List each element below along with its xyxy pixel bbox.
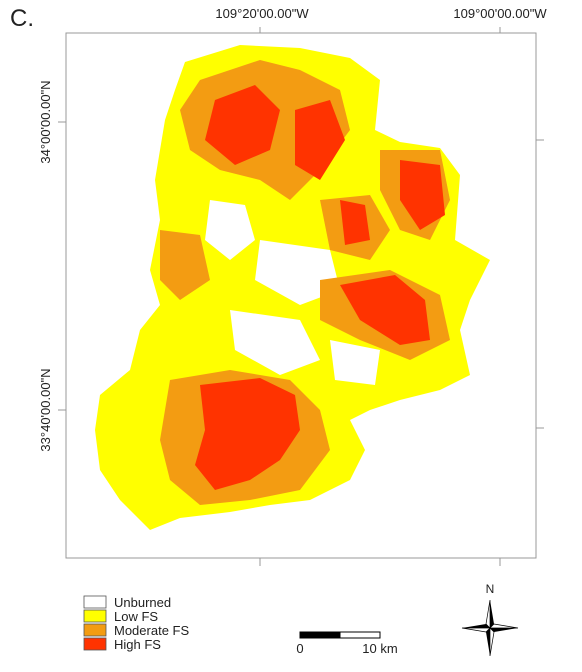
legend-label: Unburned	[114, 595, 171, 610]
north-arrow: N	[462, 582, 518, 656]
latitude-label: 34°00'00.00"N	[38, 80, 53, 163]
burn-severity-map	[95, 45, 490, 530]
scale-label: 10 km	[362, 641, 397, 656]
legend-swatch	[84, 624, 106, 636]
latitude-label: 33°40'00.00"N	[38, 368, 53, 451]
legend-label: High FS	[114, 637, 161, 652]
legend-label: Low FS	[114, 609, 158, 624]
longitude-label: 109°20'00.00"W	[215, 6, 309, 21]
scale-label: 0	[296, 641, 303, 656]
scale-bar: 0 10 km	[296, 632, 397, 656]
longitude-label: 109°00'00.00"W	[453, 6, 547, 21]
panel-label: C.	[10, 5, 34, 32]
legend-swatch	[84, 638, 106, 650]
north-label: N	[486, 582, 495, 596]
legend-swatch	[84, 596, 106, 608]
legend-swatch	[84, 610, 106, 622]
map-figure: C. 109°20'00.00"W 109°00'00.00"W 34°00'0…	[0, 0, 582, 672]
legend-label: Moderate FS	[114, 623, 189, 638]
